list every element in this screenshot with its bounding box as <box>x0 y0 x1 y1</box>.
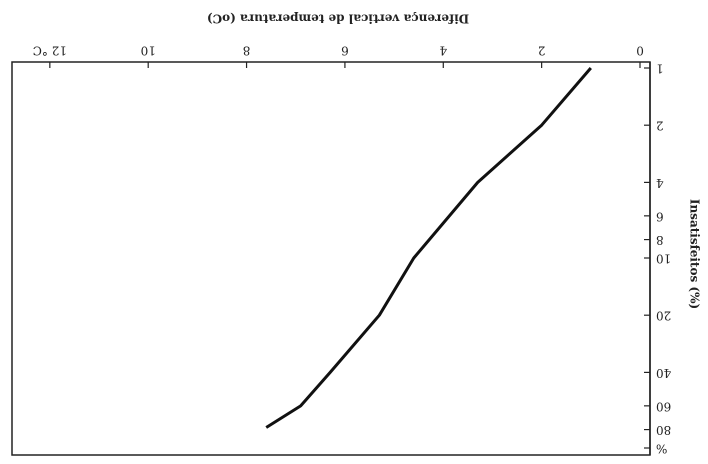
x-tick-label: 12 °C <box>33 44 67 58</box>
y-tick-label: 80 <box>656 423 671 437</box>
y-tick-label: 20 <box>656 309 671 323</box>
y-tick-label: 10 <box>656 252 671 266</box>
y-tick-label: 8 <box>656 233 664 247</box>
x-tick-label: 0 <box>636 44 644 58</box>
y-tick-label: 2 <box>656 119 664 133</box>
x-axis-title: Diferença vertical de temperatura (oC) <box>207 12 469 26</box>
y-tick-label: 40 <box>656 366 671 380</box>
curve <box>265 67 592 429</box>
y-tick-label: % <box>656 442 667 456</box>
y-tick-label: 6 <box>656 209 664 223</box>
y-tick-label: 1 <box>656 62 664 76</box>
plot-frame <box>11 61 651 456</box>
x-tick-label: 10 <box>141 44 156 58</box>
y-axis-title: Insatisfeitos (%) <box>688 199 702 309</box>
y-tick-label: 60 <box>656 399 671 413</box>
x-tick-label: 2 <box>538 44 546 58</box>
x-tick-label: 6 <box>341 44 349 58</box>
y-tick-label: 4 <box>656 176 664 190</box>
x-tick-label: 8 <box>243 44 251 58</box>
x-tick-label: 4 <box>439 44 447 58</box>
